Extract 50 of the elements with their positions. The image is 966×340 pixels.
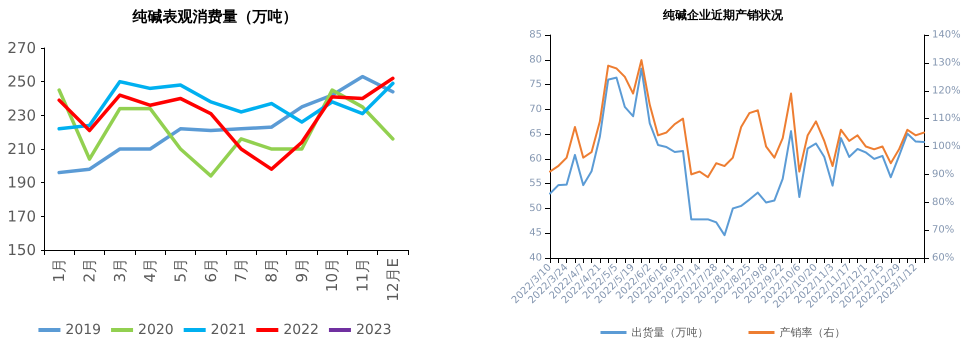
- x-tick-label: 12月E: [384, 258, 402, 302]
- y-tick-label: 50: [529, 202, 542, 214]
- x-tick-label: 2月: [80, 258, 98, 283]
- y2-tick-label: 90%: [932, 168, 954, 180]
- y-tick-label: 65: [529, 128, 542, 140]
- y-tick-label: 230: [7, 106, 36, 124]
- y2-tick-label: 140%: [932, 30, 961, 40]
- y-tick-label: 85: [529, 30, 542, 40]
- x-tick-label: 1月: [50, 258, 68, 283]
- legend-label: 产销率（右）: [780, 326, 846, 339]
- legend-label: 2021: [210, 322, 246, 338]
- x-tick-label: 9月: [292, 258, 311, 283]
- y-tick-label: 45: [529, 228, 542, 239]
- y-tick-label: 190: [7, 174, 36, 192]
- y-tick-label: 75: [529, 79, 542, 90]
- legend-label: 2020: [138, 322, 174, 338]
- y-tick-label: 210: [7, 140, 36, 158]
- chart-title: 纯碱表观消费量（万吨）: [132, 8, 298, 26]
- x-tick-label: 5月: [172, 258, 190, 283]
- y2-tick-label: 120%: [932, 85, 961, 96]
- legend-label: 2022: [283, 322, 319, 338]
- legend-label: 2019: [65, 322, 102, 338]
- y-tick-label: 270: [7, 39, 36, 57]
- x-tick-label: 8月: [262, 258, 280, 283]
- x-tick-label: 10月: [323, 258, 342, 292]
- x-tick-label: 11月: [354, 258, 372, 292]
- y2-tick-label: 70%: [932, 224, 954, 236]
- legend-label: 2023: [356, 322, 392, 338]
- y2-tick-label: 110%: [932, 113, 961, 124]
- x-tick-label: 7月: [232, 258, 250, 283]
- line-series: [549, 68, 925, 236]
- y2-tick-label: 80%: [932, 196, 954, 208]
- line-series: [57, 80, 395, 131]
- y-tick-label: 70: [529, 104, 542, 115]
- y-tick-label: 40: [529, 252, 542, 264]
- y-tick-label: 60: [529, 153, 542, 164]
- y2-tick-label: 130%: [932, 57, 961, 68]
- y-tick-label: 55: [529, 178, 542, 190]
- x-tick-label: 3月: [110, 258, 129, 283]
- y-tick-label: 80: [529, 54, 542, 66]
- y2-tick-label: 100%: [932, 141, 961, 152]
- y-tick-label: 150: [7, 241, 36, 259]
- y2-tick-label: 60%: [932, 252, 954, 264]
- y-tick-label: 250: [7, 72, 36, 91]
- x-tick-label: 4月: [141, 258, 160, 283]
- line-series: [549, 59, 925, 178]
- chart-title: 纯碱企业近期产销状况: [662, 8, 784, 22]
- y-tick-label: 170: [7, 207, 36, 226]
- legend-label: 出货量（万吨）: [632, 326, 708, 339]
- x-tick-label: 6月: [202, 258, 220, 283]
